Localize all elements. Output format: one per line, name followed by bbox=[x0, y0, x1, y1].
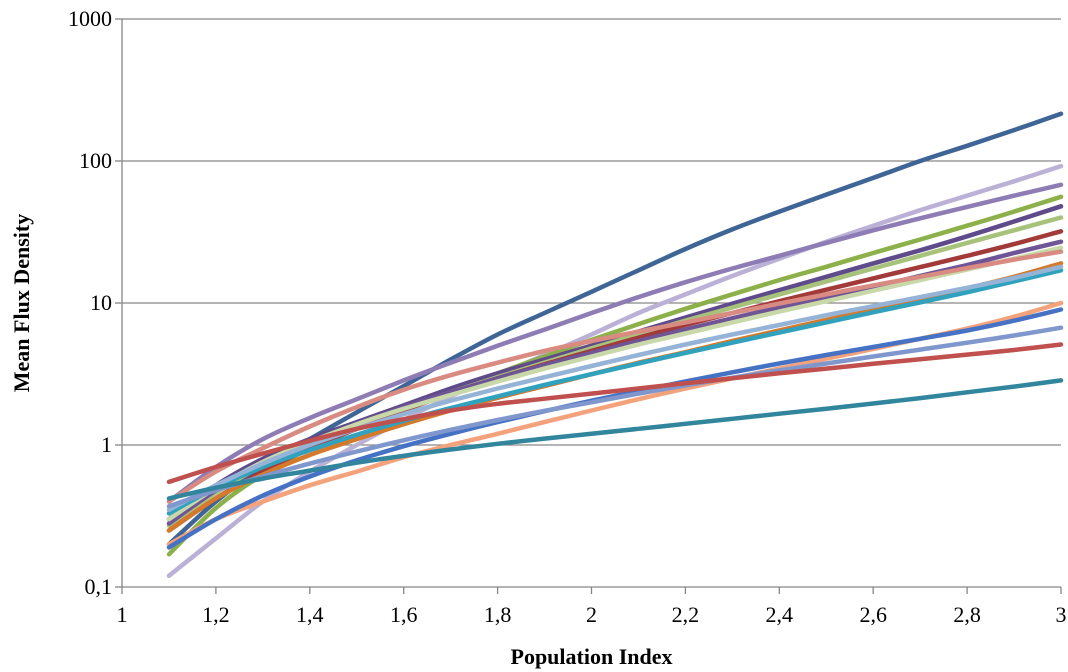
y-tick-label: 1000 bbox=[68, 6, 112, 31]
x-tick-labels: 1 1,2 1,4 1,6 1,8 2 2,2 2,4 2,6 2,8 3 bbox=[117, 602, 1067, 627]
series-line-13 bbox=[166, 264, 1064, 512]
x-tick-label: 2,6 bbox=[859, 602, 887, 627]
y-tick-label: 0,1 bbox=[85, 574, 113, 599]
y-axis-title: Mean Flux Density bbox=[9, 214, 34, 392]
series-line-10 bbox=[166, 249, 1064, 504]
x-tick-label: 2,2 bbox=[672, 602, 700, 627]
x-tick-label: 1,8 bbox=[484, 602, 512, 627]
x-tick-label: 1,6 bbox=[390, 602, 418, 627]
x-tick-label: 1,4 bbox=[296, 602, 324, 627]
y-tick-labels: 0,1 1 10 100 1000 bbox=[68, 6, 112, 599]
x-axis-title: Population Index bbox=[511, 644, 673, 669]
x-tick-label: 1 bbox=[117, 602, 128, 627]
series-line-16 bbox=[166, 325, 1064, 509]
x-tick-label: 2 bbox=[586, 602, 597, 627]
y-tick-label: 10 bbox=[90, 290, 112, 315]
x-tick-label: 1,2 bbox=[202, 602, 230, 627]
y-tick-label: 100 bbox=[79, 148, 112, 173]
x-tick-label: 2,4 bbox=[766, 602, 794, 627]
axes bbox=[121, 19, 1062, 594]
y-tick-label: 1 bbox=[101, 432, 112, 457]
x-tick-label: 2,8 bbox=[953, 602, 981, 627]
x-tick-label: 3 bbox=[1056, 602, 1067, 627]
series-line-12 bbox=[166, 268, 1064, 516]
series-lines bbox=[166, 111, 1064, 579]
series-line-18 bbox=[166, 378, 1064, 501]
series-line-3 bbox=[166, 182, 1064, 504]
series-line-17 bbox=[166, 342, 1064, 485]
